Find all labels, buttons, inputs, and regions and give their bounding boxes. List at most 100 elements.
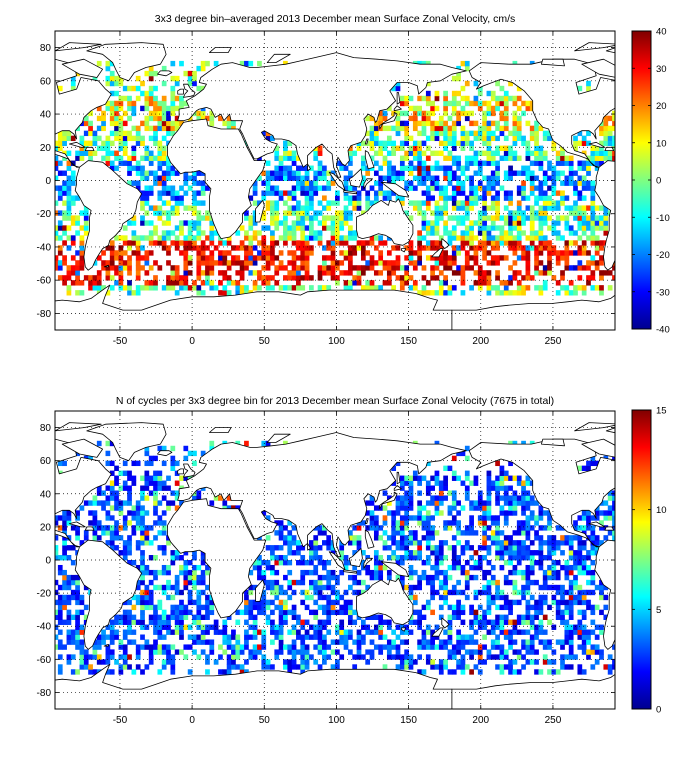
bin-cell: [516, 540, 522, 546]
bin-cell: [135, 540, 141, 546]
bin-cell: [434, 495, 440, 501]
bin-cell: [473, 270, 479, 276]
bin-cell: [490, 120, 496, 127]
bin-cell: [516, 629, 522, 635]
bin-cell: [408, 255, 414, 261]
bin-cell: [135, 520, 141, 526]
bin-cell: [187, 245, 193, 251]
bin-cell: [161, 569, 167, 576]
bin-cell: [404, 180, 410, 186]
bin-cell: [464, 445, 470, 452]
bin-cell: [456, 140, 461, 147]
bin-cell: [594, 220, 600, 226]
bin-cell: [127, 260, 132, 266]
bin-cell: [404, 110, 410, 117]
bin-cell: [451, 584, 457, 591]
bin-cell: [270, 545, 275, 551]
bin-cell: [464, 634, 470, 640]
bin-cell: [516, 569, 522, 576]
bin-cell: [378, 624, 384, 630]
bin-cell: [577, 550, 583, 556]
bin-cell: [270, 285, 275, 291]
bin-cell: [174, 210, 180, 216]
bin-cell: [417, 165, 422, 171]
bin-cell: [490, 215, 496, 221]
bin-cell: [477, 614, 483, 620]
bin-cell: [516, 235, 522, 241]
bin-cell: [482, 569, 487, 576]
bin-cell: [581, 265, 587, 271]
bin-cell: [300, 599, 306, 606]
bin-cell: [378, 619, 384, 625]
bin-cell: [534, 215, 539, 221]
bin-cell: [339, 555, 345, 561]
bin-cell: [261, 225, 267, 231]
bin-cell: [499, 110, 505, 117]
bin-cell: [88, 120, 93, 127]
bin-cell: [347, 599, 353, 606]
bin-cell: [317, 175, 323, 181]
bin-cell: [291, 624, 297, 630]
bin-cell: [322, 525, 327, 531]
bin-cell: [157, 624, 163, 630]
bin-cell: [291, 644, 297, 650]
bin-cell: [577, 190, 583, 196]
bin-cell: [343, 639, 349, 645]
bin-cell: [521, 584, 526, 591]
bin-cell: [66, 245, 72, 251]
bin-cell: [369, 145, 375, 151]
bin-cell: [399, 170, 405, 176]
bin-cell: [573, 265, 578, 271]
bin-cell: [122, 140, 128, 147]
bin-cell: [66, 520, 72, 526]
bin-cell: [83, 215, 89, 221]
bin-cell: [326, 185, 332, 191]
bin-cell: [373, 574, 379, 581]
bin-cell: [365, 280, 371, 286]
bin-cell: [161, 155, 167, 161]
bin-cell: [603, 614, 609, 620]
bin-cell: [283, 604, 288, 611]
bin-cell: [503, 664, 509, 670]
bin-cell: [395, 125, 401, 132]
bin-cell: [425, 190, 431, 196]
bin-cell: [586, 589, 591, 596]
bin-cell: [425, 95, 431, 102]
bin-cell: [490, 105, 496, 112]
bin-cell: [477, 165, 483, 171]
bin-cell: [127, 535, 132, 541]
bin-cell: [438, 545, 444, 551]
bin-cell: [430, 240, 435, 246]
bin-cell: [490, 535, 496, 541]
bin-cell: [529, 125, 535, 132]
bin-cell: [270, 185, 275, 191]
bin-cell: [300, 669, 306, 675]
bin-cell: [538, 510, 544, 516]
bin-cell: [464, 200, 470, 206]
bin-cell: [438, 195, 444, 201]
bin-cell: [347, 265, 353, 271]
bin-cell: [516, 560, 522, 566]
bin-cell: [430, 195, 435, 201]
bin-cell: [326, 255, 332, 261]
bin-cell: [438, 165, 444, 171]
bin-cell: [75, 599, 80, 606]
bin-cell: [425, 639, 431, 645]
bin-cell: [105, 265, 111, 271]
bin-cell: [404, 155, 410, 161]
bin-cell: [105, 245, 111, 251]
bin-cell: [144, 235, 150, 241]
bin-cell: [460, 245, 466, 251]
bin-cell: [408, 485, 414, 491]
bin-cell: [525, 589, 531, 596]
bin-cell: [438, 290, 444, 296]
bin-cell: [265, 275, 271, 281]
bin-cell: [577, 220, 583, 226]
bin-cell: [144, 470, 150, 476]
bin-cell: [352, 589, 358, 596]
bin-cell: [603, 120, 609, 127]
bin-cell: [153, 480, 158, 486]
bin-cell: [417, 584, 422, 591]
bin-cell: [57, 265, 63, 271]
bin-cell: [161, 644, 167, 650]
